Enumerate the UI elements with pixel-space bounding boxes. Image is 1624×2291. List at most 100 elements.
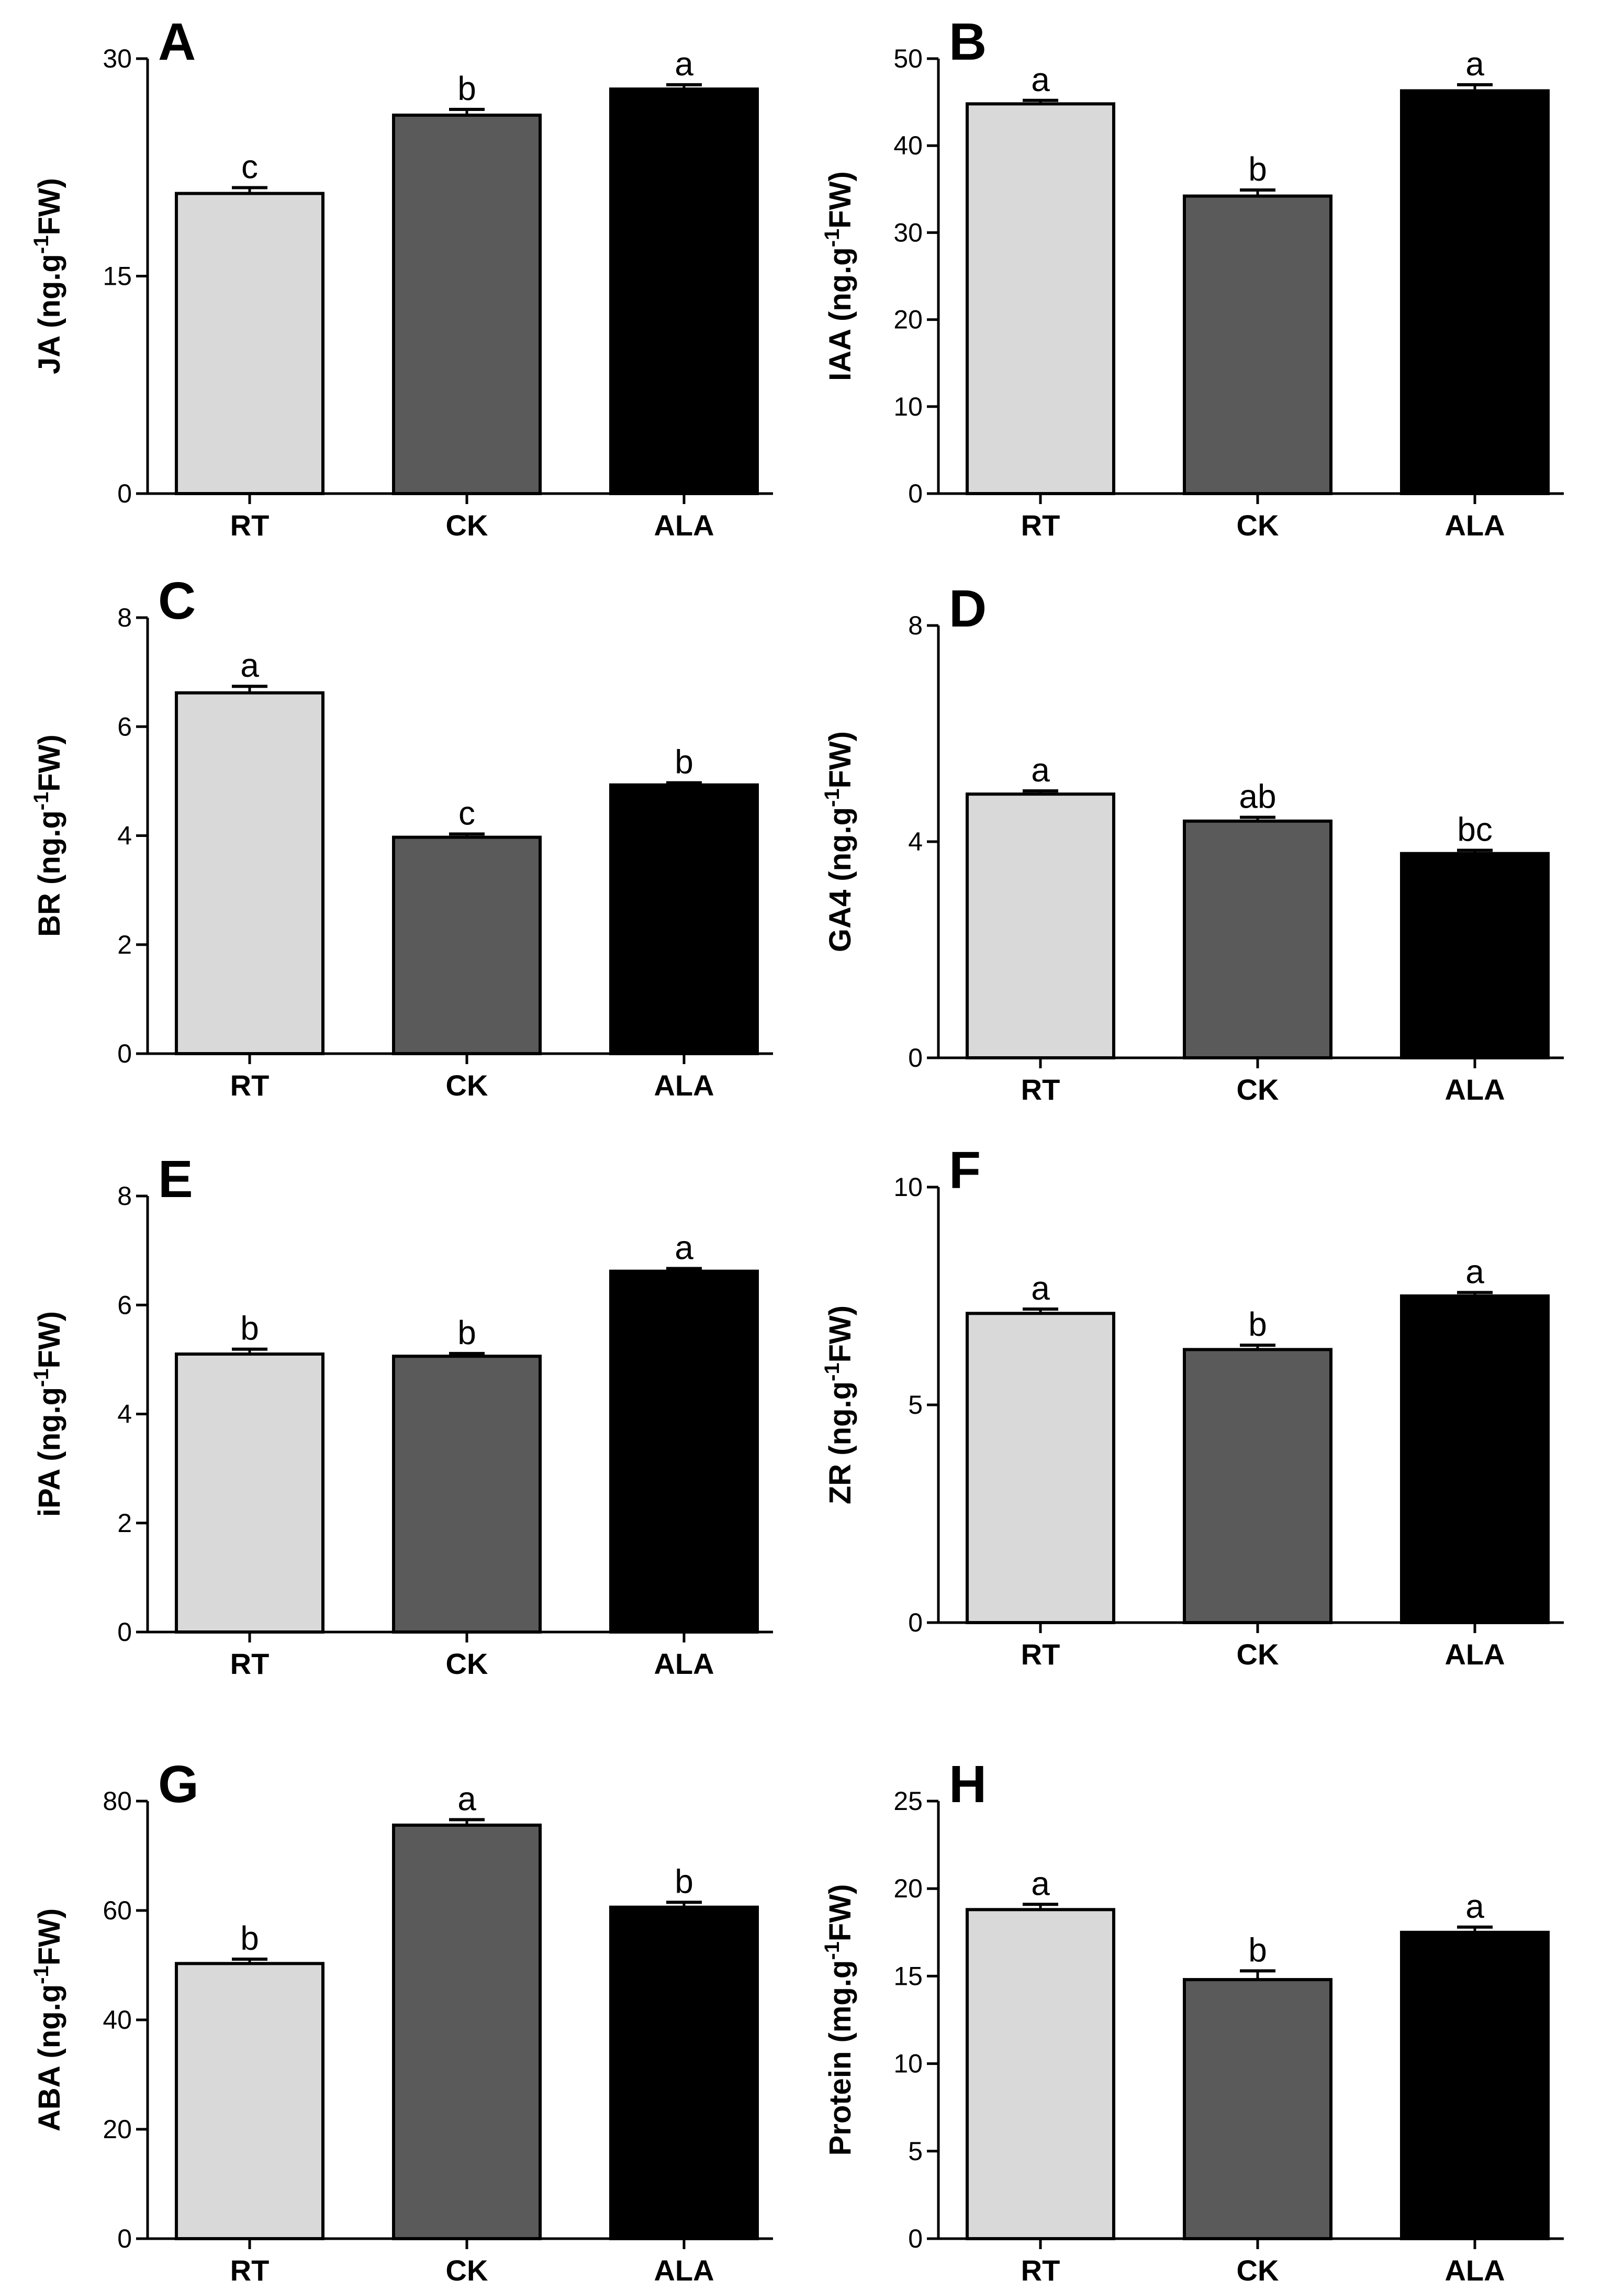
panel-c: 0 2 4 6 8 RT a CK c ALA b C BR (ng.g-1FW) — [30, 572, 773, 1102]
y-axis-title-main: IAA (ng.g — [823, 247, 857, 381]
x-tick-label: RT — [1021, 1073, 1060, 1106]
y-tick-label: 8 — [117, 603, 132, 632]
bar-ala — [609, 783, 759, 1055]
x-tick-label: CK — [1237, 1638, 1279, 1671]
bar-ck — [392, 835, 542, 1056]
x-tick-label: ALA — [654, 2254, 714, 2287]
y-tick-label: 15 — [893, 1961, 923, 1991]
x-tick-label: RT — [1021, 1638, 1060, 1671]
significance-letter: a — [1465, 45, 1484, 83]
significance-letter: b — [240, 1919, 259, 1957]
y-axis-title: ABA (ng.g-1FW) — [30, 1908, 66, 2131]
y-tick-label: 30 — [893, 218, 923, 247]
y-axis-title-superscript: -1 — [821, 1362, 844, 1381]
x-tick-label: ALA — [1444, 2254, 1505, 2287]
y-axis-title-main: BR (ng.g — [32, 810, 66, 937]
x-tick-label: CK — [446, 509, 488, 542]
x-tick-label: RT — [230, 1069, 270, 1102]
y-tick-label: 0 — [117, 479, 132, 508]
x-tick-label: ALA — [1444, 1073, 1505, 1106]
x-tick-label: CK — [446, 2254, 488, 2287]
y-axis-title: BR (ng.g-1FW) — [30, 734, 66, 937]
y-tick-label: 20 — [103, 2115, 132, 2144]
y-axis-title-main: Protein (mg.g — [823, 1960, 857, 2156]
x-tick-label: ALA — [1444, 1638, 1505, 1671]
y-tick-label: 40 — [893, 131, 923, 160]
bar-rt — [175, 192, 324, 495]
significance-letter: b — [675, 743, 693, 780]
x-tick-label: RT — [1021, 2254, 1060, 2287]
x-tick-label: CK — [1237, 1073, 1279, 1106]
y-axis-title-main: JA (ng.g — [32, 254, 66, 374]
bar-rt — [966, 792, 1115, 1059]
bar-ck — [1183, 819, 1332, 1059]
panel-f: 0 5 10 RT a CK b ALA a F ZR (ng.g-1FW) — [821, 1141, 1564, 1671]
y-axis-title: Protein (mg.g-1FW) — [821, 1884, 857, 2156]
y-axis-title-unit: FW) — [823, 731, 857, 789]
y-tick-label: 4 — [117, 821, 132, 851]
x-tick-label: ALA — [654, 509, 714, 542]
bar-ala — [1400, 1930, 1550, 2241]
bar-rt — [175, 691, 324, 1055]
panel-letter: H — [949, 1755, 987, 1814]
x-tick-label: RT — [230, 509, 270, 542]
bar-rt — [966, 102, 1115, 495]
y-axis-title-main: ABA (ng.g — [32, 1984, 66, 2131]
y-axis-title-superscript: -1 — [30, 236, 53, 254]
y-axis-title-unit: FW) — [32, 178, 66, 236]
y-axis-title-superscript: -1 — [821, 788, 844, 807]
panel-letter: D — [949, 579, 987, 638]
x-tick-label: ALA — [654, 1647, 714, 1680]
panel-letter: F — [949, 1141, 981, 1200]
significance-letter: a — [1465, 1253, 1484, 1290]
panel-letter: B — [949, 13, 987, 71]
significance-letter: a — [1031, 751, 1050, 789]
panel-d: 0 4 8 RT a CK ab ALA bc D GA4 (ng.g-1FW) — [821, 579, 1564, 1106]
y-tick-label: 20 — [893, 1874, 923, 1903]
significance-letter: ab — [1239, 778, 1276, 815]
bar-ala — [609, 1905, 759, 2240]
y-tick-label: 50 — [893, 44, 923, 73]
x-tick-label: CK — [1237, 2254, 1279, 2287]
y-tick-label: 5 — [908, 2137, 923, 2166]
y-tick-label: 10 — [893, 1172, 923, 1202]
significance-letter: a — [1465, 1887, 1484, 1925]
significance-letter: a — [457, 1780, 476, 1818]
y-tick-label: 8 — [908, 611, 923, 640]
y-tick-label: 60 — [103, 1896, 132, 1925]
y-axis-title-unit: FW) — [823, 1884, 857, 1942]
y-tick-label: 80 — [103, 1786, 132, 1816]
y-tick-label: 2 — [117, 930, 132, 959]
y-axis-title-unit: FW) — [823, 171, 857, 229]
significance-letter: a — [1031, 1269, 1050, 1307]
significance-letter: a — [675, 45, 693, 83]
bar-ala — [1400, 852, 1550, 1059]
panel-letter: A — [158, 13, 196, 71]
y-axis-title-unit: FW) — [32, 1311, 66, 1369]
panel-letter: G — [158, 1755, 199, 1814]
bar-rt — [175, 1962, 324, 2240]
bar-ala — [1400, 89, 1550, 495]
y-axis-title: GA4 (ng.g-1FW) — [821, 731, 857, 952]
significance-letter: c — [458, 794, 475, 832]
y-tick-label: 10 — [893, 2049, 923, 2078]
y-tick-label: 0 — [117, 1039, 132, 1068]
panel-h: 0 5 10 15 20 25 RT a CK b ALA a H Protein (mg.g-1FW) — [821, 1755, 1564, 2287]
y-tick-label: 0 — [908, 1608, 923, 1637]
y-axis-title: IAA (ng.g-1FW) — [821, 171, 857, 381]
panel-g: 0 20 40 60 80 RT b CK a ALA b G ABA (ng.g-1FW) — [30, 1755, 773, 2287]
y-tick-label: 0 — [908, 2224, 923, 2253]
y-axis-title-main: ZR (ng.g — [823, 1381, 857, 1504]
y-axis-title-superscript: -1 — [30, 1965, 53, 1984]
x-tick-label: ALA — [1444, 509, 1505, 542]
significance-letter: b — [240, 1310, 259, 1347]
bar-ck — [392, 114, 542, 495]
y-tick-label: 0 — [908, 479, 923, 508]
panel-a: 0 15 30 RT c CK b ALA a A JA (ng.g-1FW) — [30, 13, 773, 542]
y-axis-title-main: GA4 (ng.g — [823, 807, 857, 952]
x-tick-label: RT — [230, 1647, 270, 1680]
significance-letter: b — [457, 1314, 476, 1351]
y-tick-label: 6 — [117, 1290, 132, 1320]
